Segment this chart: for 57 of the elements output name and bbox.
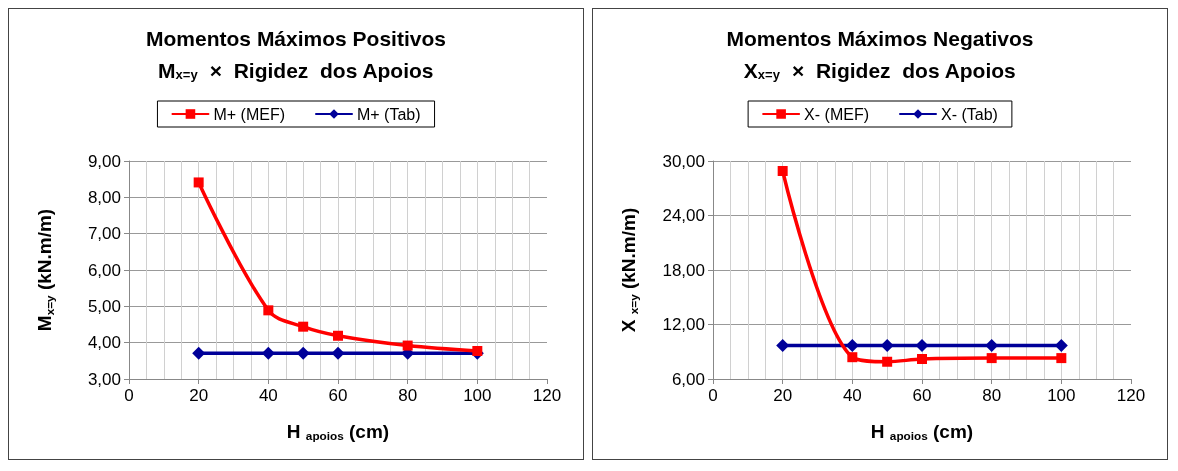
x-tick-label: 80 bbox=[982, 386, 1002, 405]
x-tick-label: 100 bbox=[1047, 386, 1076, 405]
y-tick-label: 3,00 bbox=[87, 369, 121, 389]
x-tick-label: 20 bbox=[773, 386, 793, 405]
x-tick-label: 0 bbox=[124, 386, 134, 405]
point bbox=[986, 353, 997, 364]
point bbox=[777, 165, 788, 176]
y-tick-label: 30,00 bbox=[662, 151, 705, 171]
y-axis-title: X x=y (kN.m/m) bbox=[618, 207, 640, 333]
x-axis-title: H apoios (cm) bbox=[870, 420, 974, 443]
y-tick-label: 5,00 bbox=[87, 296, 121, 316]
point bbox=[845, 338, 859, 352]
x-tick-label: 0 bbox=[708, 386, 718, 405]
chart-title: Momentos Máximos Positivos bbox=[146, 27, 446, 50]
y-tick-label: 24,00 bbox=[662, 206, 705, 225]
point bbox=[917, 354, 927, 365]
point bbox=[263, 305, 274, 316]
point bbox=[333, 330, 343, 341]
legend-label: M+ (Tab) bbox=[356, 105, 421, 123]
y-tick-label: 8,00 bbox=[87, 187, 121, 207]
x-tick-label: 40 bbox=[258, 386, 278, 405]
point bbox=[847, 352, 858, 363]
point bbox=[192, 346, 206, 360]
point bbox=[1054, 338, 1068, 352]
point bbox=[402, 340, 413, 351]
y-tick-label: 18,00 bbox=[662, 260, 705, 280]
legend-label: M+ (MEF) bbox=[213, 105, 285, 123]
y-tick-label: 12,00 bbox=[662, 315, 705, 334]
y-tick-label: 7,00 bbox=[87, 224, 121, 244]
x-tick-label: 20 bbox=[189, 386, 209, 405]
point bbox=[261, 346, 275, 360]
y-tick-label: 6,00 bbox=[87, 260, 121, 280]
point bbox=[880, 338, 894, 352]
x-tick-label: 80 bbox=[398, 386, 418, 405]
point bbox=[776, 338, 790, 352]
point bbox=[331, 346, 345, 360]
legend-label: X- (Tab) bbox=[940, 105, 998, 123]
point bbox=[915, 338, 929, 352]
x-tick-label: 120 bbox=[532, 386, 562, 405]
point bbox=[985, 338, 999, 352]
point bbox=[1056, 353, 1067, 364]
x-tick-label: 40 bbox=[842, 386, 862, 405]
chart-title: Momentos Máximos Negativos bbox=[726, 27, 1034, 50]
y-tick-label: 4,00 bbox=[87, 333, 121, 353]
point bbox=[296, 346, 310, 360]
point bbox=[298, 321, 309, 332]
legend-label: X- (MEF) bbox=[804, 105, 869, 123]
y-tick-label: 6,00 bbox=[671, 369, 705, 389]
x-axis-title: H apoios (cm) bbox=[286, 420, 390, 443]
x-tick-label: 120 bbox=[1116, 386, 1146, 405]
x-tick-label: 60 bbox=[912, 386, 932, 405]
y-axis-title: Mx=y (kN.m/m) bbox=[34, 208, 56, 332]
point bbox=[193, 177, 204, 188]
point bbox=[882, 356, 893, 367]
y-tick-label: 9,00 bbox=[87, 151, 121, 171]
x-tick-label: 100 bbox=[463, 386, 492, 405]
x-tick-label: 60 bbox=[328, 386, 348, 405]
